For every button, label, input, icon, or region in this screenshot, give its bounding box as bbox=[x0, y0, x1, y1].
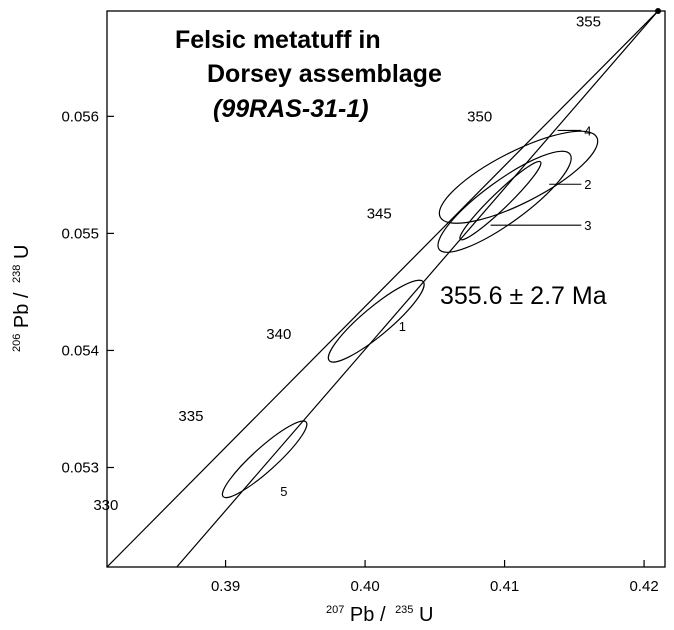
age-label-340: 340 bbox=[266, 326, 291, 343]
y-axis-title-sup2: 238 bbox=[11, 265, 23, 283]
x-axis-title-main2: U bbox=[419, 604, 433, 626]
error-ellipse-2 bbox=[438, 130, 599, 224]
x-axis-title: 207 Pb / 235 U bbox=[326, 596, 433, 626]
x-tick-label-0.39: 0.39 bbox=[211, 578, 240, 595]
x-axis: 0.39 0.40 0.41 0.42 bbox=[211, 560, 659, 595]
error-ellipse-1 bbox=[327, 279, 425, 363]
error-ellipse-4 bbox=[437, 150, 572, 253]
y-axis-title: 206 Pb / 238 U bbox=[3, 245, 33, 352]
y-tick-label-0.055: 0.055 bbox=[61, 225, 99, 242]
ellipse-label-1: 1 bbox=[399, 319, 406, 334]
error-ellipse-5 bbox=[221, 420, 308, 499]
x-tick-label-0.42: 0.42 bbox=[629, 578, 658, 595]
concordia-lower-line bbox=[176, 11, 659, 567]
concordia-band bbox=[107, 11, 659, 567]
age-label-345: 345 bbox=[367, 206, 392, 223]
x-axis-title-sup1: 207 bbox=[326, 604, 344, 616]
y-tick-label-0.053: 0.053 bbox=[61, 460, 99, 477]
ellipse-label-5: 5 bbox=[280, 484, 287, 499]
age-label-350: 350 bbox=[467, 108, 492, 125]
ellipse-label-3: 3 bbox=[584, 218, 591, 233]
y-axis-title-main2: U bbox=[11, 245, 33, 259]
concordia-upper-line bbox=[107, 11, 659, 567]
error-ellipse-3 bbox=[459, 160, 542, 241]
title-line-1: Felsic metatuff in bbox=[175, 26, 381, 54]
ellipse-label-4: 4 bbox=[584, 123, 591, 138]
x-axis-title-main1: Pb / bbox=[350, 604, 386, 626]
age-label-330: 330 bbox=[93, 497, 118, 514]
age-result-label: 355.6 ± 2.7 Ma bbox=[440, 282, 607, 310]
y-axis: 0.053 0.054 0.055 0.056 bbox=[61, 108, 114, 477]
ellipse-label-2: 2 bbox=[584, 177, 591, 192]
x-tick-label-0.41: 0.41 bbox=[490, 578, 519, 595]
concordia-end-point bbox=[655, 8, 662, 14]
age-label-355: 355 bbox=[576, 14, 601, 31]
y-axis-title-main1: Pb / bbox=[11, 292, 33, 328]
title-line-3: (99RAS-31-1) bbox=[213, 95, 369, 123]
y-tick-label-0.054: 0.054 bbox=[61, 342, 99, 359]
title-line-2: Dorsey assemblage bbox=[207, 60, 442, 88]
y-tick-label-0.056: 0.056 bbox=[61, 108, 99, 125]
x-axis-title-sup2: 235 bbox=[395, 604, 413, 616]
y-axis-title-sup1: 206 bbox=[11, 334, 23, 352]
chart-title: Felsic metatuff in Dorsey assemblage (99… bbox=[175, 26, 442, 123]
age-label-335: 335 bbox=[178, 408, 203, 425]
x-tick-label-0.40: 0.40 bbox=[350, 578, 379, 595]
plot-frame bbox=[106, 10, 666, 568]
